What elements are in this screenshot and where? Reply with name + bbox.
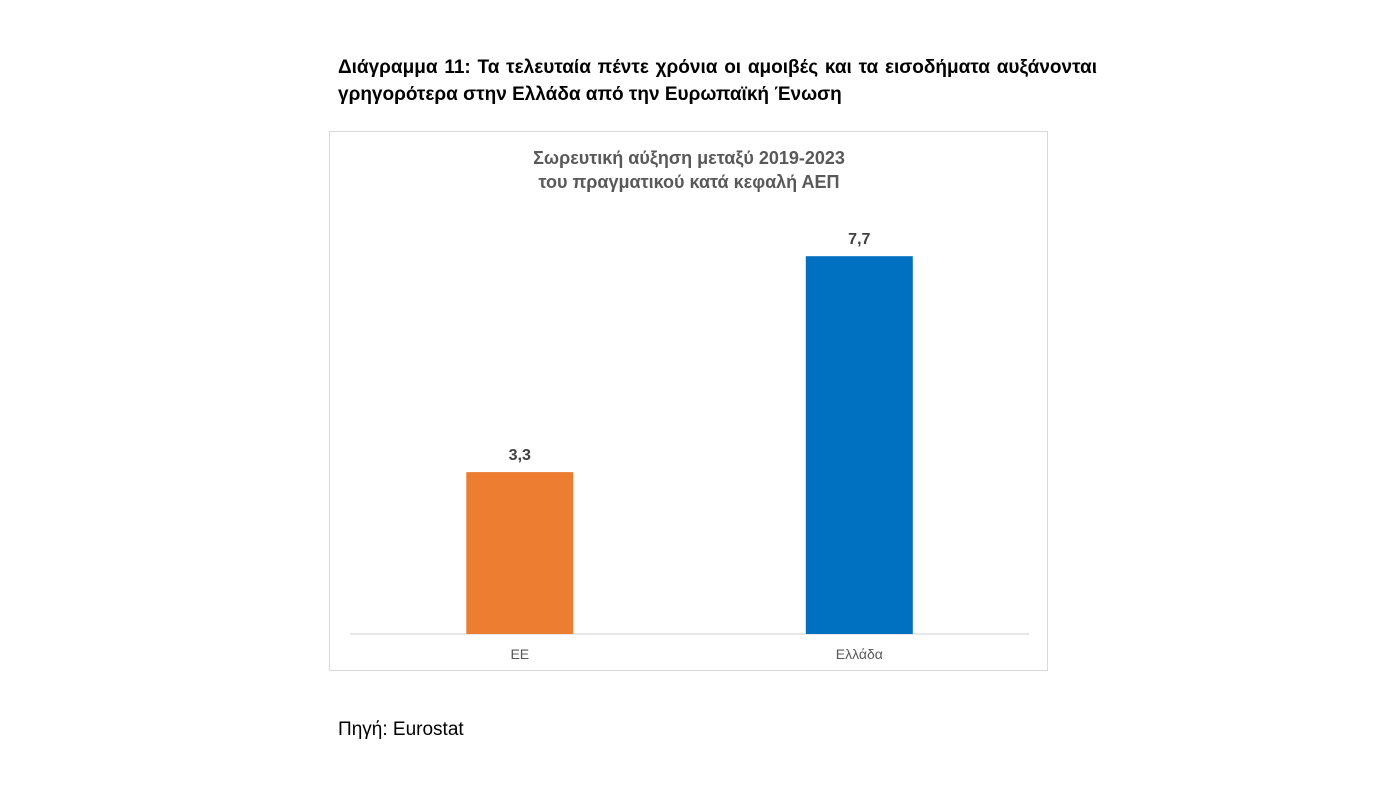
chart-title-line-2: του πραγματικού κατά κεφαλή ΑΕΠ (539, 172, 840, 192)
bar-1 (466, 472, 574, 634)
source-note: Πηγή: Eurostat (338, 719, 464, 740)
bar-2-category-label: Ελλάδα (836, 646, 883, 662)
chart-area: Σωρευτική αύξηση μεταξύ 2019-2023 του πρ… (329, 131, 1048, 671)
bar-2 (805, 256, 913, 634)
bar-1-category-label: ΕΕ (510, 646, 529, 662)
bar-1-value-label: 3,3 (509, 447, 531, 464)
figure-caption: Διάγραμμα 11: Τα τελευταία πέντε χρόνια … (338, 57, 1097, 105)
bar-2-value-label: 7,7 (848, 231, 870, 248)
bar-chart: Σωρευτική αύξηση μεταξύ 2019-2023 του πρ… (350, 148, 1029, 662)
chart-title-line-1: Σωρευτική αύξηση μεταξύ 2019-2023 (533, 148, 845, 169)
bars-layer: 3,3 ΕΕ 7,7 Ελλάδα (466, 231, 913, 662)
